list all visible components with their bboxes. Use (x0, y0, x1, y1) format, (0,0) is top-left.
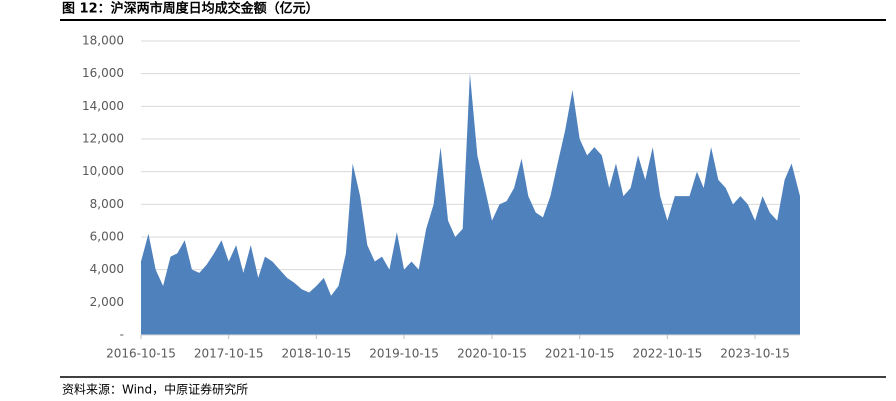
y-tick-label: 14,000 (82, 99, 124, 113)
x-tick-label: 2022-10-15 (633, 347, 703, 361)
chart-title: 图 12：沪深两市周度日均成交金额（亿元） (62, 1, 319, 17)
y-tick-label: 10,000 (82, 164, 124, 178)
area (141, 73, 800, 336)
x-tick-label: 2023-10-15 (720, 347, 790, 361)
y-tick-label: 8,000 (90, 197, 124, 211)
y-tick-label: 2,000 (90, 295, 124, 309)
y-tick-label: 12,000 (82, 132, 124, 146)
x-tick-label: 2019-10-15 (369, 347, 439, 361)
x-tick-label: 2020-10-15 (457, 347, 527, 361)
y-tick-label: 4,000 (90, 262, 124, 276)
x-tick-label: 2021-10-15 (545, 347, 615, 361)
y-tick-label: 6,000 (90, 230, 124, 244)
x-tick-label: 2018-10-15 (282, 347, 352, 361)
source-note: 资料来源：Wind，中原证券研究所 (62, 382, 248, 397)
y-tick-label: 16,000 (82, 66, 124, 80)
x-tick-label: 2016-10-15 (106, 347, 176, 361)
y-tick-label: - (120, 328, 124, 342)
y-tick-label: 18,000 (82, 34, 124, 48)
x-tick-label: 2017-10-15 (194, 347, 264, 361)
